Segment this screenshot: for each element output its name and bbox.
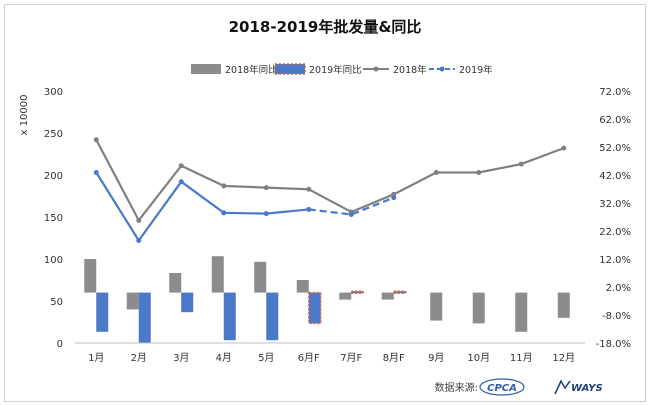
point-2019 bbox=[306, 206, 312, 212]
bar-2018-yoy bbox=[381, 292, 394, 300]
point-2018 bbox=[136, 217, 142, 223]
left-tick-label: 300 bbox=[44, 87, 63, 98]
x-tick-label: 7月F bbox=[340, 352, 362, 364]
legend-marker-2018 bbox=[373, 66, 379, 72]
bar-2019-yoy bbox=[266, 292, 279, 341]
point-2018 bbox=[93, 137, 99, 143]
point-2019 bbox=[221, 210, 227, 216]
bar-2018-yoy bbox=[254, 261, 267, 293]
chart-svg: 2018-2019年批发量&同比 2018年同比 2019年同比 2018年 2… bbox=[19, 18, 631, 396]
left-axis-ticks: 0 50 100 150 200 250 300 bbox=[44, 87, 63, 350]
point-2019 bbox=[348, 211, 354, 217]
x-tick-label: 6月F bbox=[298, 352, 320, 364]
left-tick-label: 50 bbox=[50, 297, 63, 308]
legend-swatch-2019-yoy bbox=[274, 63, 306, 75]
legend-label-2018-yoy: 2018年同比 bbox=[225, 64, 278, 76]
line-series bbox=[93, 137, 567, 244]
left-tick-label: 250 bbox=[44, 129, 63, 140]
bar-2019-yoy bbox=[96, 292, 109, 332]
bar-2018-yoy bbox=[557, 292, 570, 318]
point-2019 bbox=[391, 195, 397, 201]
cpca-logo-icon bbox=[479, 378, 525, 396]
ways-logo-text: WAYS bbox=[571, 383, 603, 394]
point-2019 bbox=[178, 179, 184, 185]
legend-swatch-2018-yoy bbox=[191, 64, 221, 74]
bar-2019-yoy bbox=[223, 292, 236, 341]
x-tick-label: 12月 bbox=[552, 352, 575, 364]
legend-label-2019-yoy: 2019年同比 bbox=[309, 64, 362, 76]
point-2019 bbox=[136, 238, 142, 244]
x-tick-label: 11月 bbox=[510, 352, 533, 364]
bar-2018-yoy bbox=[430, 292, 443, 321]
left-tick-label: 150 bbox=[44, 213, 63, 224]
chart-title: 2018-2019年批发量&同比 bbox=[229, 18, 422, 36]
right-tick-label: 32.0% bbox=[599, 199, 631, 210]
x-tick-label: 1月 bbox=[88, 352, 104, 364]
line-2019-actual bbox=[95, 171, 309, 243]
right-tick-label: -8.0% bbox=[602, 311, 631, 322]
point-2018 bbox=[518, 161, 524, 167]
left-axis-unit-label: x 10000 bbox=[19, 95, 30, 136]
chart-frame: 2018-2019年批发量&同比 2018年同比 2019年同比 2018年 2… bbox=[4, 4, 646, 402]
bar-2018-yoy bbox=[472, 292, 485, 324]
bar-2018-yoy bbox=[296, 280, 309, 293]
right-tick-label: 72.0% bbox=[599, 87, 631, 98]
right-tick-label: 22.0% bbox=[599, 227, 631, 238]
point-2018 bbox=[433, 169, 439, 175]
bar-series bbox=[84, 256, 570, 343]
x-tick-label: 8月F bbox=[383, 352, 405, 364]
bar-2018-yoy bbox=[515, 292, 528, 332]
x-tick-label: 10月 bbox=[467, 352, 490, 364]
line-2019-forecast bbox=[308, 196, 395, 216]
left-tick-label: 200 bbox=[44, 171, 63, 182]
bar-2018-yoy bbox=[126, 292, 139, 310]
x-tick-label: 2月 bbox=[131, 352, 147, 364]
bar-2019-yoy bbox=[393, 290, 407, 294]
point-2018 bbox=[476, 169, 482, 175]
x-tick-label: 4月 bbox=[216, 352, 232, 364]
x-tick-label: 3月 bbox=[173, 352, 189, 364]
bar-2018-yoy bbox=[339, 292, 352, 300]
legend-label-2018: 2018年 bbox=[393, 64, 427, 76]
line-2018 bbox=[95, 139, 565, 223]
x-tick-label: 5月 bbox=[258, 352, 274, 364]
point-2019 bbox=[263, 211, 269, 217]
left-tick-label: 100 bbox=[44, 255, 63, 266]
point-2018 bbox=[561, 145, 567, 151]
source-label: 数据来源: bbox=[435, 381, 478, 394]
right-tick-label: 42.0% bbox=[599, 171, 631, 182]
point-2018 bbox=[306, 186, 312, 192]
bar-2019-yoy bbox=[308, 291, 322, 325]
ways-logo-icon bbox=[554, 379, 571, 395]
right-tick-label: 52.0% bbox=[599, 143, 631, 154]
bar-2018-yoy bbox=[211, 256, 224, 293]
right-tick-label: 2.0% bbox=[606, 283, 631, 294]
bar-2018-yoy bbox=[84, 259, 97, 293]
legend: 2018年同比 2019年同比 2018年 2019年 bbox=[191, 63, 493, 76]
right-axis-ticks: -18.0% -8.0% 2.0% 12.0% 22.0% 32.0% 42.0% 52.0%… bbox=[596, 87, 631, 350]
right-tick-label: -18.0% bbox=[596, 339, 631, 350]
legend-label-2019: 2019年 bbox=[459, 64, 493, 76]
point-2018 bbox=[178, 163, 184, 169]
legend-marker-2019 bbox=[439, 66, 445, 72]
x-tick-label: 9月 bbox=[428, 352, 444, 364]
source-footer: 数据来源: CPCA WAYS bbox=[435, 378, 603, 396]
point-2018 bbox=[221, 183, 227, 189]
left-tick-label: 0 bbox=[57, 339, 63, 350]
bar-2019-yoy bbox=[350, 290, 364, 294]
right-tick-label: 12.0% bbox=[599, 255, 631, 266]
bar-2019-yoy bbox=[138, 292, 151, 343]
bar-2018-yoy bbox=[169, 273, 182, 293]
cpca-logo-text: CPCA bbox=[487, 383, 517, 394]
x-axis-ticks: 1月 2月 3月 4月 5月 6月F 7月F 8月F 9月 10月 11月 12月 bbox=[88, 352, 575, 364]
point-2018 bbox=[263, 185, 269, 191]
point-2019 bbox=[93, 169, 99, 175]
bar-2019-yoy bbox=[181, 292, 194, 313]
right-tick-label: 62.0% bbox=[599, 115, 631, 126]
